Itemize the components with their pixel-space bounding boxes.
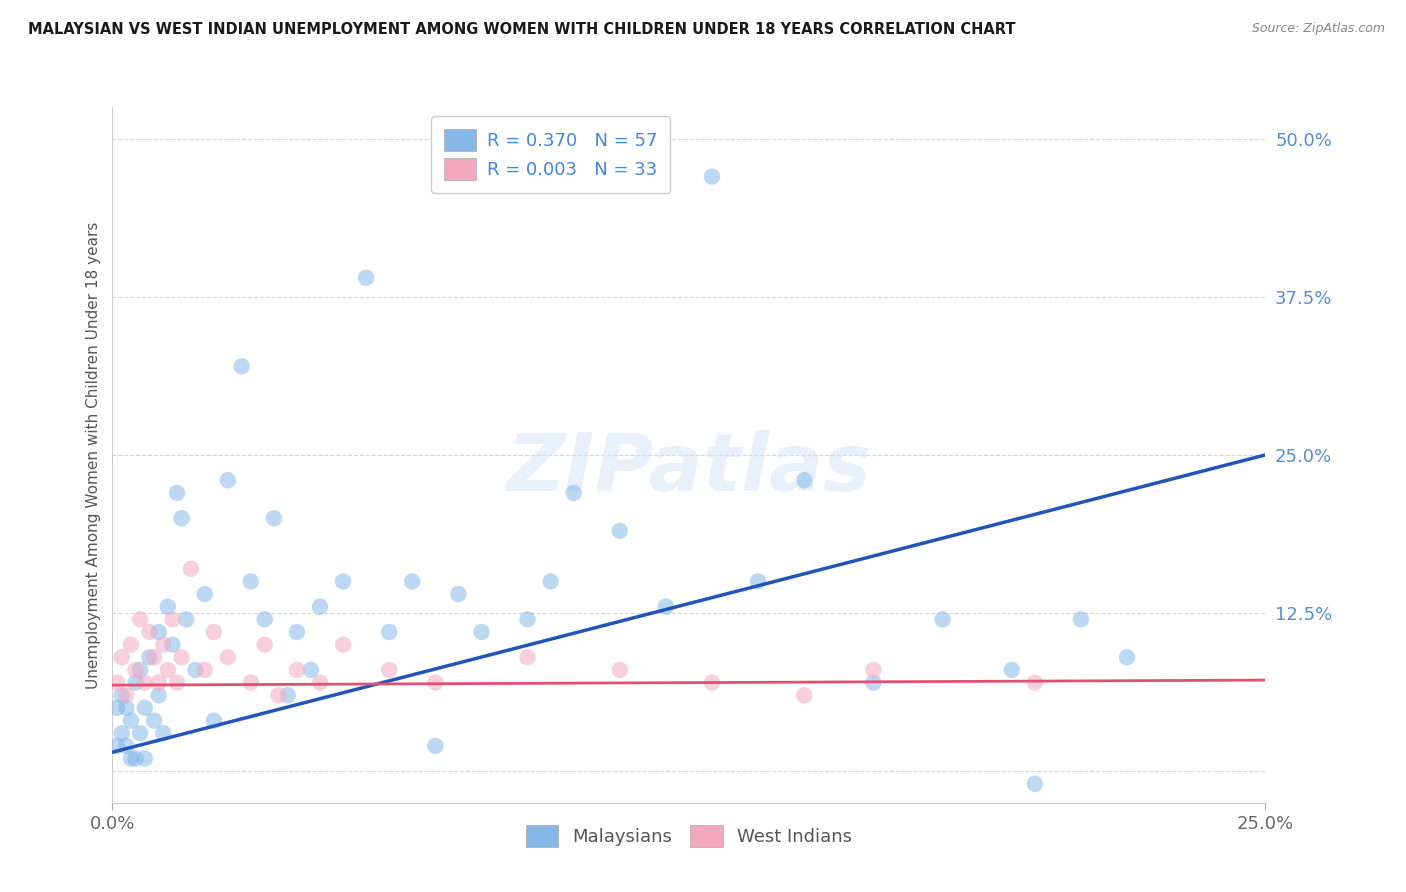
Point	[700, 169, 723, 184]
Point	[931, 612, 953, 626]
Text: MALAYSIAN VS WEST INDIAN UNEMPLOYMENT AMONG WOMEN WITH CHILDREN UNDER 18 YEARS C: MALAYSIAN VS WEST INDIAN UNEMPLOYMENT AM…	[28, 22, 1015, 37]
Point	[111, 726, 134, 740]
Point	[170, 511, 193, 525]
Point	[202, 625, 225, 640]
Point	[332, 574, 354, 589]
Point	[152, 726, 174, 740]
Point	[299, 663, 322, 677]
Point	[115, 739, 138, 753]
Point	[1024, 777, 1046, 791]
Point	[148, 625, 170, 640]
Point	[332, 638, 354, 652]
Point	[170, 650, 193, 665]
Point	[862, 675, 884, 690]
Point	[134, 675, 156, 690]
Point	[124, 663, 146, 677]
Point	[470, 625, 492, 640]
Point	[1116, 650, 1139, 665]
Point	[253, 612, 276, 626]
Point	[862, 663, 884, 677]
Point	[285, 663, 308, 677]
Point	[111, 650, 134, 665]
Point	[174, 612, 197, 626]
Point	[793, 473, 815, 487]
Point	[285, 625, 308, 640]
Point	[148, 688, 170, 702]
Point	[309, 675, 332, 690]
Point	[138, 650, 160, 665]
Point	[148, 675, 170, 690]
Point	[162, 612, 184, 626]
Point	[1001, 663, 1024, 677]
Point	[115, 701, 138, 715]
Point	[138, 625, 160, 640]
Point	[239, 675, 262, 690]
Point	[129, 663, 152, 677]
Text: Source: ZipAtlas.com: Source: ZipAtlas.com	[1251, 22, 1385, 36]
Point	[180, 562, 202, 576]
Point	[194, 663, 217, 677]
Point	[277, 688, 299, 702]
Point	[115, 688, 138, 702]
Point	[194, 587, 217, 601]
Point	[655, 599, 678, 614]
Point	[425, 675, 447, 690]
Point	[105, 701, 128, 715]
Point	[516, 650, 538, 665]
Point	[152, 638, 174, 652]
Point	[231, 359, 253, 374]
Point	[609, 524, 631, 538]
Point	[156, 599, 179, 614]
Point	[562, 486, 585, 500]
Point	[700, 675, 723, 690]
Point	[134, 701, 156, 715]
Point	[747, 574, 769, 589]
Point	[217, 650, 239, 665]
Point	[1070, 612, 1092, 626]
Point	[162, 638, 184, 652]
Point	[253, 638, 276, 652]
Point	[111, 688, 134, 702]
Point	[124, 675, 146, 690]
Point	[105, 739, 128, 753]
Point	[263, 511, 285, 525]
Point	[425, 739, 447, 753]
Point	[793, 688, 815, 702]
Point	[166, 486, 188, 500]
Point	[309, 599, 332, 614]
Point	[129, 612, 152, 626]
Point	[120, 714, 142, 728]
Point	[1024, 675, 1046, 690]
Text: ZIPatlas: ZIPatlas	[506, 430, 872, 508]
Point	[129, 726, 152, 740]
Point	[156, 663, 179, 677]
Point	[143, 650, 166, 665]
Point	[120, 638, 142, 652]
Point	[354, 270, 377, 285]
Point	[143, 714, 166, 728]
Point	[105, 675, 128, 690]
Point	[120, 751, 142, 765]
Point	[202, 714, 225, 728]
Point	[516, 612, 538, 626]
Point	[134, 751, 156, 765]
Point	[267, 688, 290, 702]
Point	[217, 473, 239, 487]
Point	[378, 663, 401, 677]
Legend: Malaysians, West Indians: Malaysians, West Indians	[516, 816, 862, 856]
Point	[166, 675, 188, 690]
Y-axis label: Unemployment Among Women with Children Under 18 years: Unemployment Among Women with Children U…	[86, 221, 101, 689]
Point	[239, 574, 262, 589]
Point	[378, 625, 401, 640]
Point	[401, 574, 423, 589]
Point	[124, 751, 146, 765]
Point	[609, 663, 631, 677]
Point	[447, 587, 470, 601]
Point	[540, 574, 562, 589]
Point	[184, 663, 207, 677]
